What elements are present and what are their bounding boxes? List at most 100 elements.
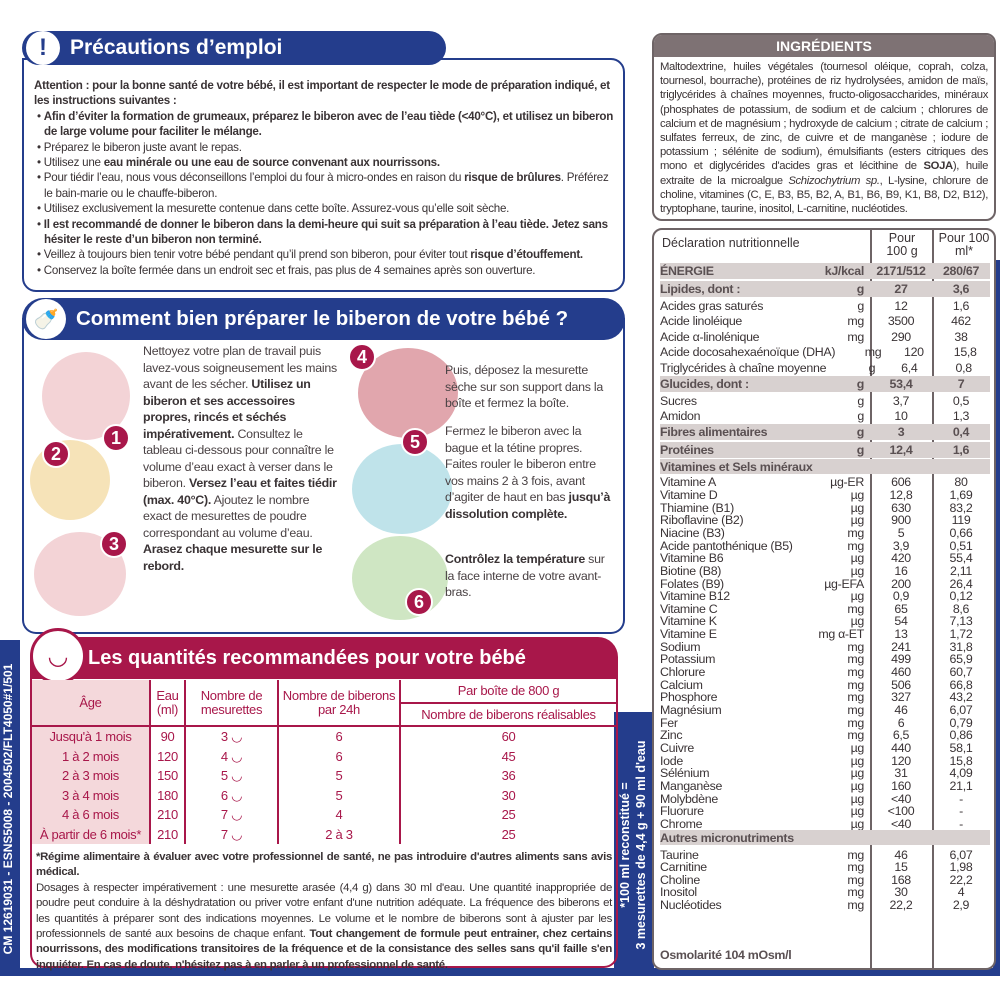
nutrient-unit: g <box>856 425 865 439</box>
value-per-100ml: 58,1 <box>949 740 973 755</box>
nutrient-unit: mg <box>847 538 864 553</box>
value-per-100ml: 0,4 <box>952 425 970 439</box>
value-per-100g: 200 <box>891 576 911 591</box>
table-cell: 25 <box>400 805 616 825</box>
product-code: CM 12619031 - ESNS5008 - 2004502/FLT4050… <box>1 663 15 955</box>
nutrient-unit: mg <box>847 314 864 329</box>
nutrient-name: Calcium <box>660 677 703 692</box>
text-segment: Tout changement de formule peut entraine… <box>36 928 612 971</box>
nutrition-row: Sucres g 3,7 0,5 <box>660 393 990 409</box>
nutrient-name: Vitamine E <box>660 627 717 642</box>
table-cell: 2 à 3 mois <box>32 766 151 786</box>
nutrient-unit: g <box>868 360 876 375</box>
table-cell: 120 <box>150 746 186 766</box>
value-per-100g: 53,4 <box>889 376 913 391</box>
nutrient-name: Fibres alimentaires <box>660 425 768 439</box>
text-segment: sur la face interne de votre avant-bras. <box>445 552 605 599</box>
scoop-icon: ◡ <box>227 768 243 783</box>
nutrient-name: Niacine (B3) <box>660 525 725 540</box>
precautions-title: Précautions d’emploi <box>70 36 283 59</box>
nutrient-unit: g <box>857 393 864 408</box>
nutrient-name: Vitamine B6 <box>660 551 724 566</box>
precaution-item: • Veillez à toujours bien tenir votre bé… <box>34 247 619 262</box>
value-per-100g: 440 <box>891 740 911 755</box>
value-per-100ml: 0,79 <box>949 715 973 730</box>
nutrition-row: Molybdène µg <40 - <box>660 791 990 806</box>
table-cell: 150 <box>150 766 186 786</box>
nutrition-row: Sélénium µg 31 4,09 <box>660 766 990 780</box>
scoop-icon: ◡ <box>227 807 243 822</box>
nutrient-unit: g <box>857 409 864 424</box>
table-cell: 4 <box>278 805 401 825</box>
nutrient-name: Carnitine <box>660 860 707 875</box>
step-badge-5: 5 <box>401 428 429 456</box>
value-per-100ml: 7,13 <box>949 614 973 629</box>
nutrition-row: Vitamine E mg α-ET 13 1,72 <box>660 627 990 642</box>
table-cell: 36 <box>400 766 616 786</box>
value-per-100ml: 15,8 <box>953 345 977 360</box>
text-segment: Attention : pour la bonne santé de votre… <box>34 79 610 108</box>
text-segment: Utilisez un biberon et ses accessoires p… <box>143 377 311 441</box>
nutrient-name: Vitamine B12 <box>660 589 730 604</box>
ingredients-box: INGRÉDIENTS Maltodextrine, huiles végéta… <box>652 33 996 221</box>
nutrition-row: Acide docosahexaénoïque (DHA) mg 120 15,8 <box>660 345 990 361</box>
nutrition-row: Potassium mg 499 65,9 <box>660 652 990 667</box>
ingredient-text: ), huile extraite de la microalgue <box>660 160 988 187</box>
cell-age: 2 à 3 mois <box>62 768 119 783</box>
nutrient-unit: mg <box>847 872 864 887</box>
value-per-100ml: 1,6 <box>952 298 970 313</box>
nutrient-unit: mg <box>847 601 864 616</box>
precautions-text: Attention : pour la bonne santé de votre… <box>34 78 619 278</box>
nutrient-unit: µg <box>850 500 865 515</box>
footnote-line-2: 3 mesurettes de 4,4 g + 90 ml d'eau <box>634 740 648 950</box>
value-per-100g: <40 <box>890 816 912 831</box>
nutrition-row: Iode µg 120 15,8 <box>660 753 990 768</box>
nutrient-name: Acide pantothénique (B5) <box>660 538 793 553</box>
cell-bottles: 6 <box>335 729 343 744</box>
header-box-sub: Nombre de biberons réalisables <box>400 703 616 727</box>
table-cell: 6 <box>278 746 401 766</box>
nutrient-unit: g <box>857 298 864 313</box>
quantity-row: 3 à 4 mois 180 6 ◡ 5 30 <box>32 785 616 805</box>
value-per-100ml: 65,9 <box>949 652 973 667</box>
ingredients-text: Maltodextrine, huiles végétales (tournes… <box>654 57 994 219</box>
header-water: Eau (ml) <box>150 680 186 727</box>
nutrient-name: Acide α-linolénique <box>660 329 760 344</box>
value-per-100g: 120 <box>891 753 911 768</box>
cell-box: 30 <box>501 787 516 803</box>
nutrient-name: Molybdène <box>660 791 718 806</box>
scoop-icon: ◡ <box>227 729 243 744</box>
nutrient-name: Vitamine K <box>660 614 717 629</box>
value-per-100g: 6,5 <box>892 728 910 743</box>
precaution-item: • Utilisez une eau minérale ou une eau d… <box>34 155 619 170</box>
cell-box: 25 <box>501 807 516 822</box>
precaution-item: • Afin d’éviter la formation de grumeaux… <box>34 109 619 140</box>
nutrition-row: Zinc mg 6,5 0,86 <box>660 728 990 743</box>
right-stripe <box>993 260 1000 976</box>
quantities-table: Âge Eau (ml) Nombre de mesurettes Nombre… <box>32 680 616 844</box>
nutrient-unit: µg <box>850 589 865 604</box>
nutrient-unit: µg <box>850 753 865 768</box>
precaution-item: • Il est recommandé de donner le biberon… <box>34 217 619 248</box>
value-per-100g: 13 <box>894 627 908 642</box>
text-segment: Ajoutez le nombre exact de mesurettes de… <box>143 492 313 540</box>
cell-water: 210 <box>157 807 178 822</box>
nutrient-name: Phosphore <box>660 690 718 705</box>
shake-bottle-illustration <box>352 444 452 534</box>
nutrient-unit: µg <box>850 487 865 502</box>
nutrient-name: Nucléotides <box>660 898 722 913</box>
text-segment: Pour tiédir l’eau, nous vous déconseillo… <box>43 171 465 185</box>
value-per-100ml: 15,8 <box>949 753 973 768</box>
nutrition-title: Déclaration nutritionnelle <box>662 236 800 250</box>
value-per-100ml: 1,6 <box>952 442 970 457</box>
step-badge-1: 1 <box>102 424 130 452</box>
nutrient-name: Vitamine A <box>660 475 717 490</box>
value-per-100g: 120 <box>904 345 924 360</box>
nutrient-name: Acides gras saturés <box>660 298 764 313</box>
nutrition-row: Biotine (B8) µg 16 2,11 <box>660 564 990 578</box>
cell-bottles: 2 à 3 <box>325 826 353 842</box>
value-per-100g: 46 <box>894 847 908 862</box>
bullet: • <box>37 171 44 185</box>
quantities-title: Les quantités recommandées pour votre bé… <box>88 646 526 669</box>
nutrition-row: Fer mg 6 0,79 <box>660 715 990 730</box>
